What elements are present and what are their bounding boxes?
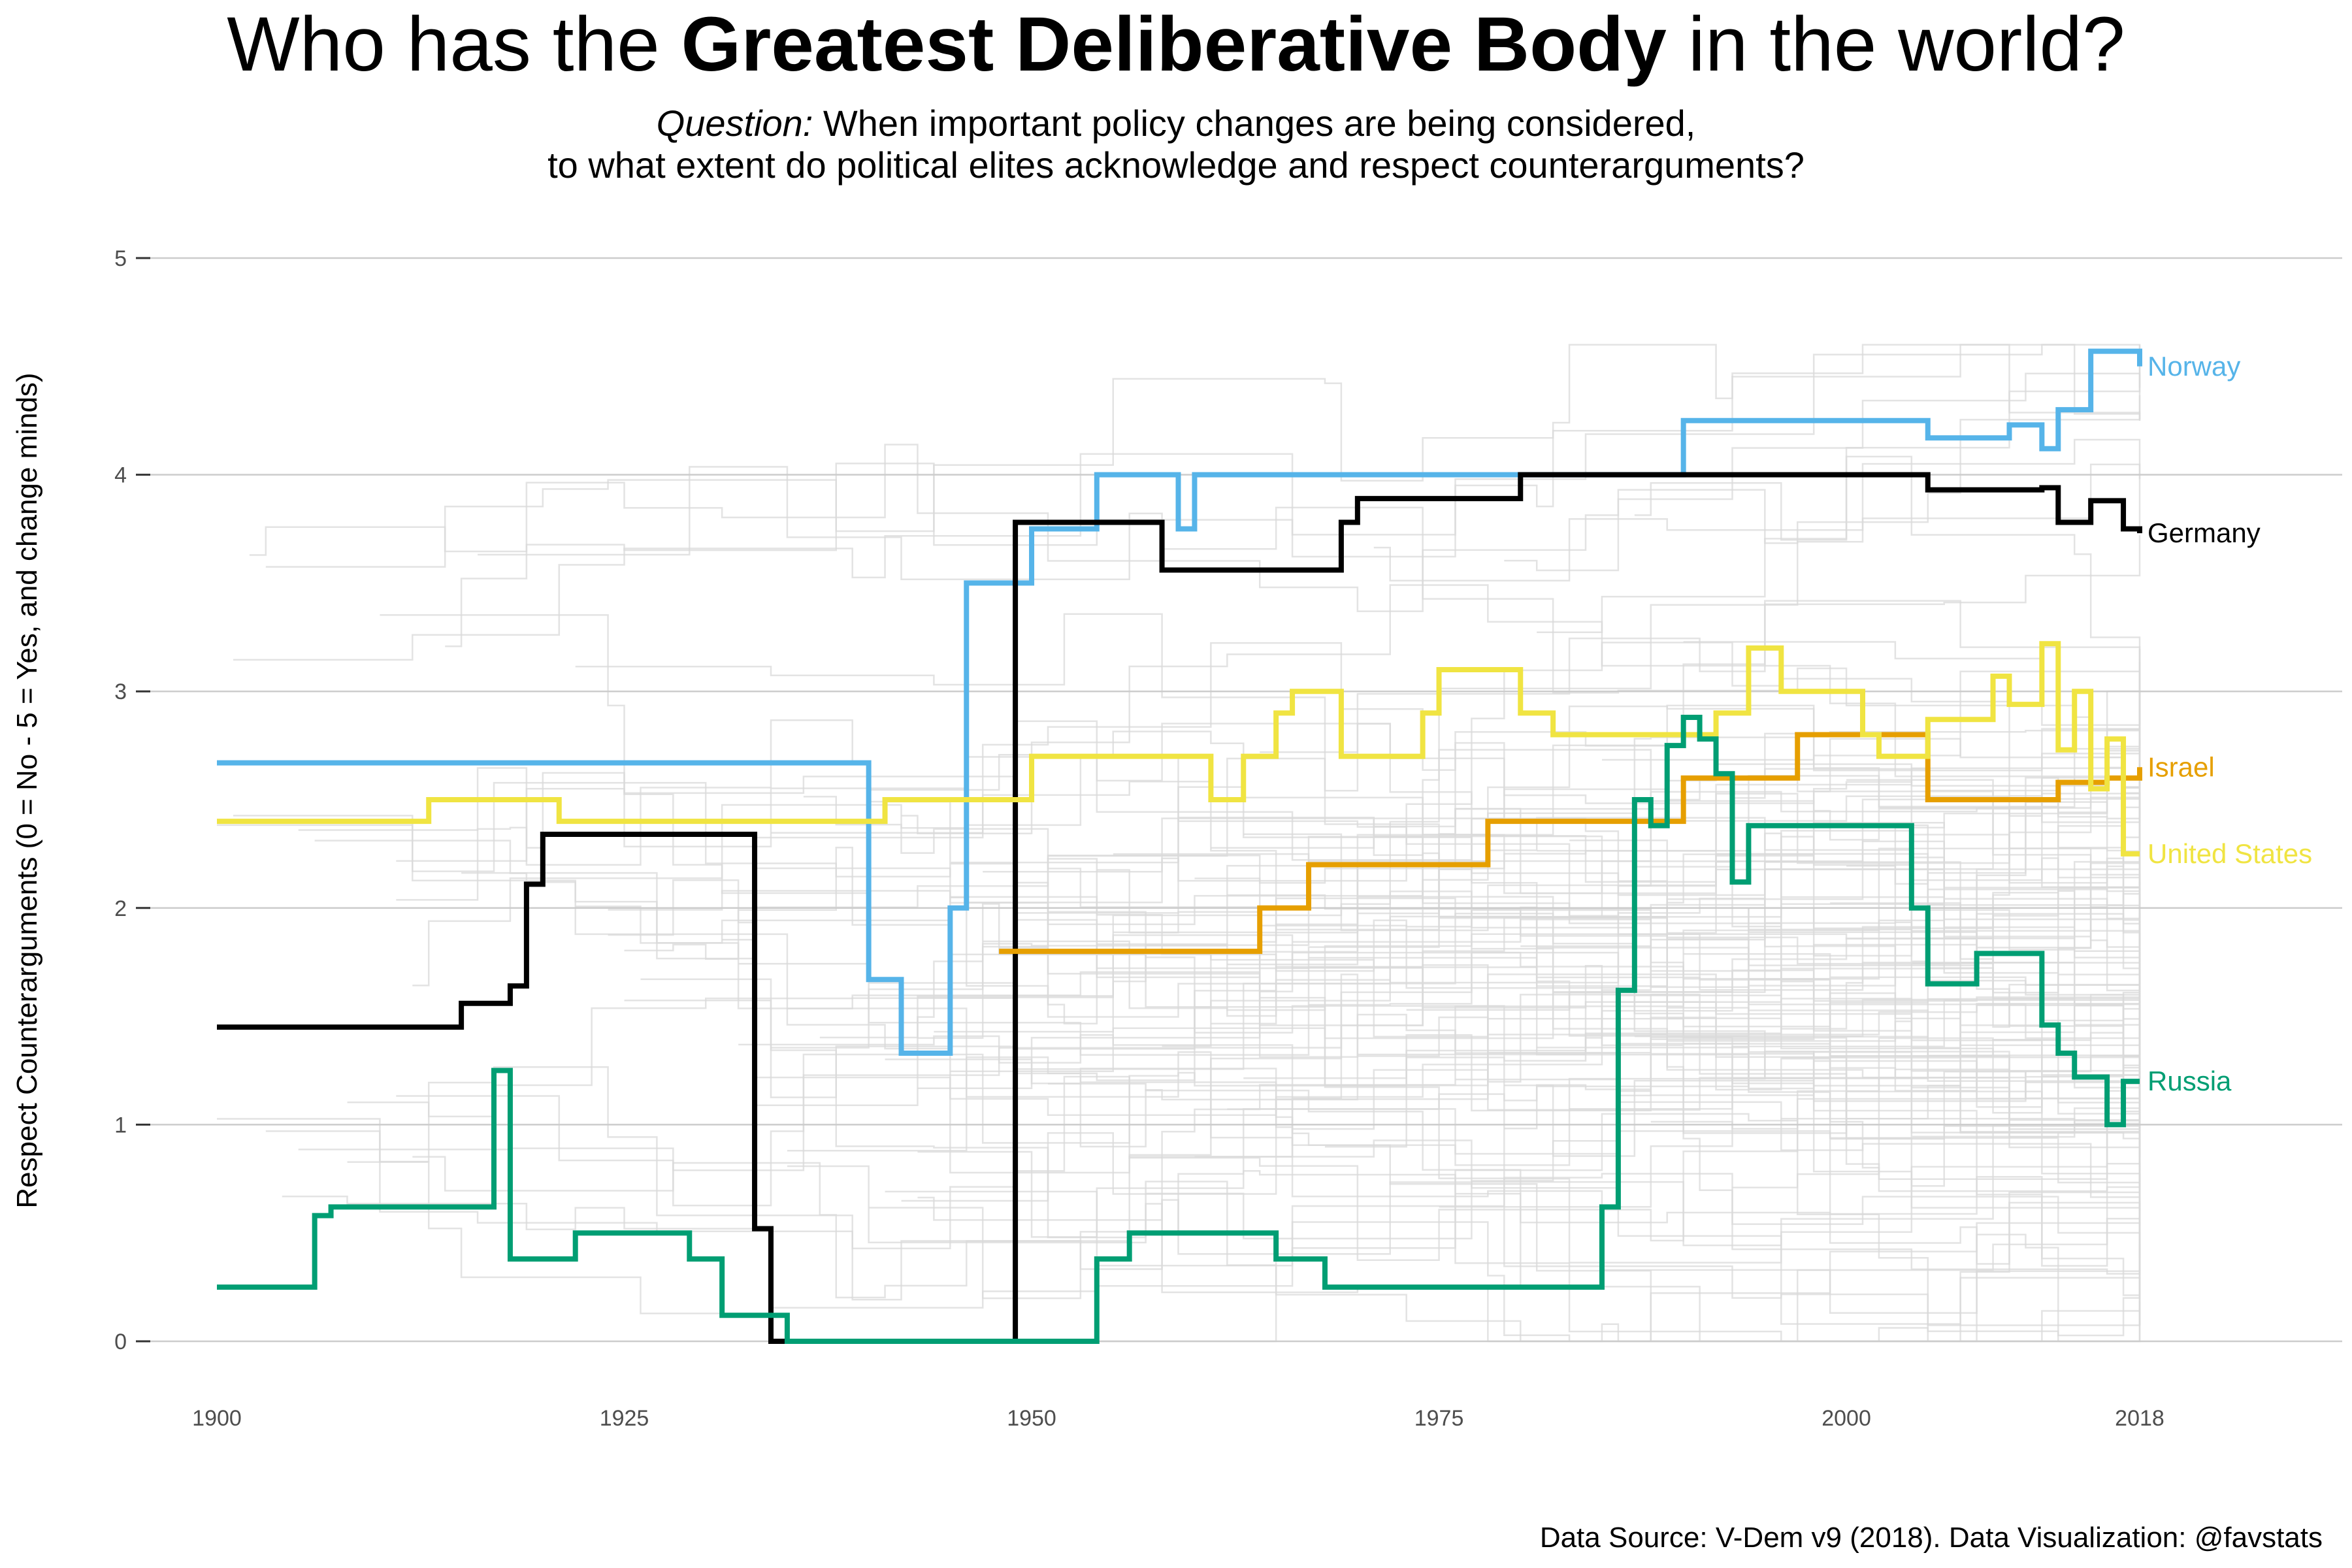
background-country-line (885, 1113, 2141, 1326)
y-tick-label: 0 (114, 1330, 127, 1354)
background-country-line (575, 600, 2141, 792)
y-axis-label: Respect Counterarguments (0 = No - 5 = Y… (11, 372, 43, 1208)
background-country-line (445, 344, 2141, 647)
chart-subtitle-line2: to what extent do political elites ackno… (547, 144, 1805, 186)
background-country-line (1781, 1003, 2141, 1059)
background-country-line (1096, 869, 2141, 992)
background-country-line (396, 855, 2141, 1171)
background-country-line (770, 903, 2141, 1149)
x-tick-label: 1950 (1007, 1406, 1056, 1431)
background-country-line (934, 934, 2141, 1275)
background-country-line (787, 1011, 2141, 1262)
background-country-line (478, 466, 2141, 753)
background-country-line (1162, 684, 2141, 1047)
series-label-united-states: United States (2148, 838, 2312, 869)
x-axis-ticks: 1900 1925 1950 1975 2000 2018 (192, 1406, 2164, 1431)
background-country-line (249, 372, 2141, 612)
background-country-line (1650, 994, 2141, 1130)
y-tick-label: 4 (114, 463, 127, 488)
background-country-line (314, 840, 2141, 1102)
background-country-line (1537, 344, 2141, 633)
highlighted-series (217, 348, 2142, 1344)
series-label-norway: Norway (2148, 351, 2240, 382)
y-tick-label: 3 (114, 679, 127, 704)
series-line-united-states (217, 641, 2140, 857)
y-tick-label: 5 (114, 246, 127, 271)
background-country-line (1227, 894, 2141, 1184)
series-label-germany: Germany (2148, 517, 2261, 548)
x-tick-label: 1900 (192, 1406, 242, 1431)
background-country-line (1537, 731, 2141, 852)
series-line-germany (217, 472, 2142, 1344)
background-country-line (983, 857, 2141, 1011)
background-country-line (640, 978, 2141, 1343)
x-tick-label: 2018 (2115, 1406, 2164, 1431)
background-country-line (983, 642, 2141, 882)
chart-subtitle-line1: Question: When important policy changes … (657, 103, 1696, 144)
background-country-line (1634, 455, 2141, 694)
series-label-israel: Israel (2148, 751, 2215, 782)
background-country-line (1830, 1041, 2141, 1140)
x-tick-label: 1925 (600, 1406, 649, 1431)
background-country-line (233, 344, 2141, 661)
x-tick-label: 1975 (1414, 1406, 1464, 1431)
y-tick-label: 1 (114, 1113, 127, 1137)
background-country-line (1309, 926, 2141, 1028)
background-country-line (1373, 463, 2141, 581)
background-country-line (1504, 438, 2141, 572)
series-labels: Norway Germany Israel United States Russia (2148, 351, 2312, 1096)
chart-caption: Data Source: V-Dem v9 (2018). Data Visua… (1540, 1522, 2323, 1554)
background-country-line (1194, 753, 2141, 928)
x-tick-label: 2000 (1821, 1406, 1871, 1431)
background-country-line (1047, 1083, 2141, 1265)
background-country-line (265, 344, 2141, 568)
series-label-russia: Russia (2148, 1066, 2232, 1096)
series-line-norway (217, 348, 2142, 1056)
background-country-line (1243, 1017, 2141, 1187)
chart-title: Who has the Greatest Deliberative Body i… (227, 1, 2125, 88)
background-country-line (966, 757, 2141, 862)
y-axis-ticks: 0 1 2 3 4 5 (114, 246, 150, 1354)
background-country-line (803, 796, 2141, 918)
background-country-line (624, 791, 2141, 1098)
series-line-russia (217, 714, 2140, 1344)
y-tick-label: 2 (114, 896, 127, 921)
background-country-line (217, 781, 2141, 948)
grid-lines (150, 257, 2342, 1343)
background-country-line (1569, 840, 2141, 1047)
background-country-line (1145, 1101, 2141, 1239)
background-country-line (396, 736, 2141, 894)
